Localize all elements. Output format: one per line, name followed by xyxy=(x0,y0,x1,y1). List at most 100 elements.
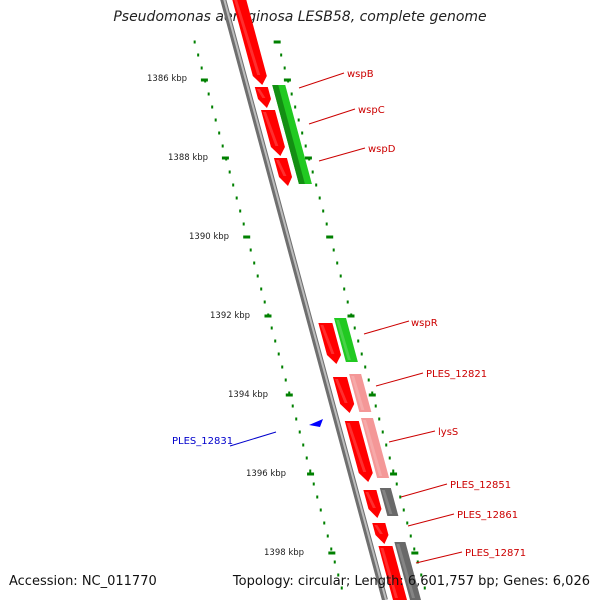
tick-mark-left xyxy=(288,391,291,395)
tick-mark-left xyxy=(284,378,287,382)
tick-mark-right xyxy=(336,261,339,265)
gene-label-lyss[interactable]: lysS xyxy=(438,427,458,438)
cds-feature[interactable] xyxy=(230,0,267,85)
gray-feature[interactable] xyxy=(394,542,421,600)
tick-major-right xyxy=(304,156,312,160)
cds-feature-shade xyxy=(380,548,398,598)
tick-mark-right xyxy=(385,443,388,447)
tick-mark-left xyxy=(309,469,312,473)
tick-mark-right xyxy=(304,144,307,148)
tick-mark-right xyxy=(399,495,402,499)
tick-mark-right xyxy=(413,547,416,551)
tick-mark-left xyxy=(291,404,294,408)
tick-mark-right xyxy=(378,417,381,421)
cds-feature[interactable] xyxy=(332,377,355,413)
light-feature[interactable] xyxy=(360,418,390,478)
cds-feature[interactable] xyxy=(372,523,389,544)
tick-mark-left xyxy=(319,508,322,512)
tick-mark-left xyxy=(256,274,259,278)
cds-feature[interactable] xyxy=(344,421,373,482)
tick-mark-left xyxy=(193,40,196,44)
tick-mark-right xyxy=(301,131,304,135)
tick-mark-right xyxy=(311,170,314,174)
tick-mark-right xyxy=(332,248,335,252)
tick-major-left xyxy=(243,235,251,239)
kbp-label: 1386 kbp xyxy=(147,74,187,84)
tick-major-right xyxy=(283,78,291,82)
tick-mark-right xyxy=(357,339,360,343)
label-connector-line xyxy=(298,72,345,89)
cds-reverse-feature-shade xyxy=(336,320,351,360)
gene-label-ples-12871[interactable]: PLES_12871 xyxy=(465,548,526,559)
cds-feature-shade xyxy=(365,492,376,508)
cds-feature[interactable] xyxy=(378,546,407,600)
tick-mark-left xyxy=(239,209,242,213)
tick-mark-left xyxy=(330,547,333,551)
tick-mark-right xyxy=(346,300,349,304)
backbone-highlight xyxy=(223,0,387,600)
cds-feature[interactable] xyxy=(254,87,272,108)
genome-summary-text: Topology: circular; Length: 6,601,757 bp… xyxy=(232,574,590,589)
gene-label-wspd[interactable]: wspD xyxy=(368,144,396,155)
tick-mark-right xyxy=(367,378,370,382)
light-feature[interactable] xyxy=(349,374,372,412)
tick-mark-right xyxy=(343,287,346,291)
cds-feature[interactable] xyxy=(318,323,341,364)
tick-mark-left xyxy=(197,53,200,57)
tick-mark-left xyxy=(249,248,252,252)
kbp-label: 1398 kbp xyxy=(264,548,304,558)
gene-label-ples-12851[interactable]: PLES_12851 xyxy=(450,480,511,491)
tick-mark-right xyxy=(392,469,395,473)
tick-mark-right xyxy=(290,92,293,96)
kbp-labels: 1386 kbp 1388 kbp 1390 kbp 1392 kbp 1394… xyxy=(147,74,304,558)
label-connector-line xyxy=(318,147,366,162)
kbp-label: 1396 kbp xyxy=(246,469,286,479)
cds-feature-shade xyxy=(334,379,348,403)
kbp-label: 1394 kbp xyxy=(228,390,268,400)
gene-features xyxy=(230,0,421,600)
tick-mark-right xyxy=(322,209,325,213)
tick-mark-left xyxy=(295,417,298,421)
tick-major-right xyxy=(273,40,281,44)
tick-major-left xyxy=(200,78,208,82)
gene-label-ples-12861[interactable]: PLES_12861 xyxy=(457,510,518,521)
tick-mark-right xyxy=(395,482,398,486)
tick-mark-left xyxy=(260,287,263,291)
tick-mark-left xyxy=(337,573,340,577)
kbp-label: 1390 kbp xyxy=(189,232,229,242)
tick-major-right xyxy=(390,472,398,476)
gene-label-ples-12831[interactable]: PLES_12831 xyxy=(172,436,233,447)
cds-reverse-feature[interactable] xyxy=(334,318,358,362)
gene-label-wspc[interactable]: wspC xyxy=(358,105,385,116)
tick-mark-left xyxy=(207,92,210,96)
tick-major-left xyxy=(264,314,272,318)
tick-mark-left xyxy=(221,144,224,148)
tick-mark-right xyxy=(280,53,283,57)
small-feature-ples-12831[interactable] xyxy=(309,419,323,427)
tick-marks xyxy=(193,40,426,590)
tick-mark-left xyxy=(232,183,235,187)
tick-mark-right xyxy=(371,391,374,395)
tick-mark-right xyxy=(406,521,409,525)
accession-text: Accession: NC_011770 xyxy=(9,574,157,589)
gene-labels[interactable]: wspB wspC wspD wspR PLES_12821 lysS PLES… xyxy=(172,69,526,559)
tick-mark-right xyxy=(381,430,384,434)
gray-feature[interactable] xyxy=(379,488,399,516)
tick-mark-right xyxy=(364,365,367,369)
tick-major-left xyxy=(328,551,336,555)
kbp-label: 1388 kbp xyxy=(168,153,208,163)
gene-label-wspr[interactable]: wspR xyxy=(411,318,438,329)
label-connector-line xyxy=(415,551,463,564)
cds-feature[interactable] xyxy=(273,158,293,186)
tick-mark-right xyxy=(374,404,377,408)
tick-mark-left xyxy=(281,365,284,369)
tick-mark-left xyxy=(316,495,319,499)
tick-mark-left xyxy=(277,352,280,356)
cds-feature[interactable] xyxy=(260,110,285,156)
label-connector-line xyxy=(363,320,410,335)
cds-feature[interactable] xyxy=(363,490,382,518)
gene-label-ples-12821[interactable]: PLES_12821 xyxy=(426,369,487,380)
backbone-line xyxy=(220,0,388,600)
gene-label-wspb[interactable]: wspB xyxy=(347,69,374,80)
